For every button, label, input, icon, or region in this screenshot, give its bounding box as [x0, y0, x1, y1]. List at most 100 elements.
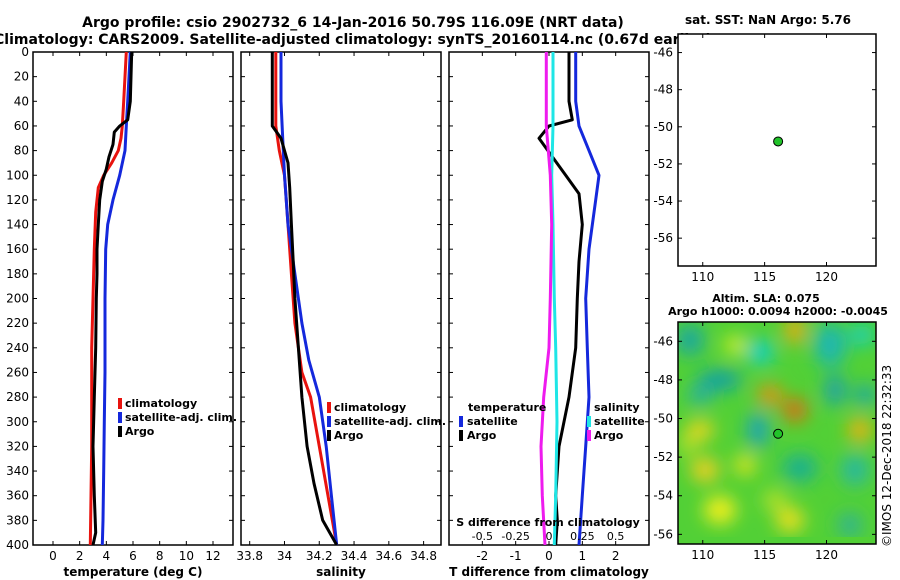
legend-swatch	[118, 412, 122, 423]
sla-field-blob	[698, 370, 742, 390]
legend-label: Argo	[125, 425, 155, 438]
xtick-label: 10	[179, 549, 194, 563]
sla-field-blob	[841, 454, 869, 486]
xtick-label: 1	[579, 549, 587, 563]
map-xtick-label: 120	[815, 548, 838, 562]
map-xtick-label: 115	[753, 270, 776, 284]
ytick-label: 200	[6, 292, 29, 306]
sst-map-title: sat. SST: NaN Argo: 5.76	[685, 13, 851, 27]
map-ytick-label: -50	[653, 120, 673, 134]
legend-label: satellite	[467, 415, 518, 428]
series-group	[537, 52, 601, 545]
xtick-label: 33.8	[236, 549, 263, 563]
sla-field-blob	[785, 322, 805, 344]
map-ytick-label: -54	[653, 489, 673, 503]
ytick-label: 340	[6, 464, 29, 478]
legend-swatch	[459, 416, 463, 427]
sst-map-frame	[677, 33, 877, 267]
legend-swatch	[459, 430, 463, 441]
ytick-label: 180	[6, 267, 29, 281]
xtick-label: -1	[510, 549, 522, 563]
sla-field-blob	[735, 455, 755, 475]
xtick-label: 6	[129, 549, 137, 563]
sla-field-blob	[782, 454, 818, 482]
map-ytick-label: -56	[653, 231, 673, 245]
sla-map-frame	[677, 321, 877, 545]
sla-field-blob	[688, 385, 712, 405]
legend-swatch	[327, 416, 331, 427]
map-xtick-label: 115	[753, 548, 776, 562]
xtick-label: 4	[103, 549, 111, 563]
top-xtick-label: -0.5	[472, 530, 493, 543]
series-line-salinity-argo	[539, 52, 554, 545]
map-ytick-label: -56	[653, 527, 673, 541]
sla-field-blob	[838, 513, 862, 537]
sla-title-line-2: Argo h1000: 0.0094 h2000: -0.0045	[668, 305, 888, 318]
map-xtick-label: 120	[815, 270, 838, 284]
legend-swatch	[327, 402, 331, 413]
salinity-axes-frame	[240, 51, 442, 546]
sla-field-blob	[814, 323, 846, 367]
sla-field-blob	[678, 435, 698, 455]
sla-field-blob	[686, 420, 714, 440]
legend-label: Argo	[467, 429, 497, 442]
sla-field-blob	[825, 374, 845, 406]
legend-swatch	[587, 430, 591, 441]
difference-xlabel: T difference from climatology	[449, 565, 649, 579]
series-group	[88, 52, 134, 545]
ytick-label: 320	[6, 439, 29, 453]
ytick-label: 400	[6, 538, 29, 552]
ytick-label: 300	[6, 415, 29, 429]
ytick-label: 140	[6, 218, 29, 232]
sst-map-panel: sat. SST: NaN Argo: 5.76 -46 -48 -50 -52 -54…	[653, 13, 877, 284]
ytick-label: 280	[6, 390, 29, 404]
sla-field-blob	[850, 325, 874, 345]
top-xtick-label: -0.25	[501, 530, 529, 543]
title-line-2: Climatology: CARS2009. Satellite-adjuste…	[0, 32, 712, 48]
map-xtick-label: 110	[691, 270, 714, 284]
legend-swatch	[587, 416, 591, 427]
ytick-label: 160	[6, 242, 29, 256]
legend-swatch	[118, 426, 122, 437]
ytick-label: 0	[21, 45, 29, 59]
salinity-xlabel: salinity	[316, 565, 366, 579]
ytick-label: 40	[14, 94, 29, 108]
legend-swatch	[118, 398, 122, 409]
xtick-label: 2	[76, 549, 84, 563]
series-group	[270, 52, 339, 545]
sla-field-blob	[725, 337, 745, 353]
legend-label: Argo	[334, 429, 364, 442]
xtick-label: 34.6	[375, 549, 402, 563]
sla-field-blob	[855, 385, 875, 405]
series-line-satellite-adj-clim-	[100, 52, 132, 545]
map-ytick-label: -52	[653, 157, 673, 171]
legend-swatch	[327, 430, 331, 441]
argo-location-marker	[773, 136, 784, 147]
xtick-label: -2	[476, 549, 488, 563]
map-ytick-label: -46	[653, 334, 673, 348]
sla-map-panel: Altim. SLA: 0.075 Argo h1000: 0.0094 h20…	[653, 292, 888, 562]
xtick-label: 2	[612, 549, 620, 563]
legend-right-title: salinity	[594, 401, 640, 414]
series-line-climatology	[274, 52, 339, 545]
xtick-label: 34.8	[410, 549, 437, 563]
legend-label: satellite-adj. clim.	[125, 411, 237, 424]
xtick-label: 34.4	[341, 549, 368, 563]
sla-field-blob	[848, 418, 872, 442]
sla-title-line-1: Altim. SLA: 0.075	[712, 292, 819, 305]
map-ytick-label: -46	[653, 46, 673, 60]
xtick-label: 8	[156, 549, 164, 563]
legend-label: satellite-adj. clim.	[334, 415, 446, 428]
ytick-label: 120	[6, 193, 29, 207]
map-ytick-label: -54	[653, 194, 673, 208]
sla-field-blob	[763, 490, 787, 510]
difference-top-xlabel: S difference from climatology	[456, 516, 640, 529]
series-line-climatology	[88, 52, 128, 545]
legend-label: climatology	[125, 397, 197, 410]
map-ytick-label: -50	[653, 412, 673, 426]
salinity-profile-panel: 33.8 34 34.2 34.4 34.6 34.8 climatologysatelli…	[236, 51, 446, 579]
top-xtick-label: 0.5	[607, 530, 625, 543]
sla-field-blob	[776, 508, 804, 532]
series-line-satellite-adj-clim-	[279, 52, 339, 545]
temperature-axes-frame	[32, 51, 234, 546]
